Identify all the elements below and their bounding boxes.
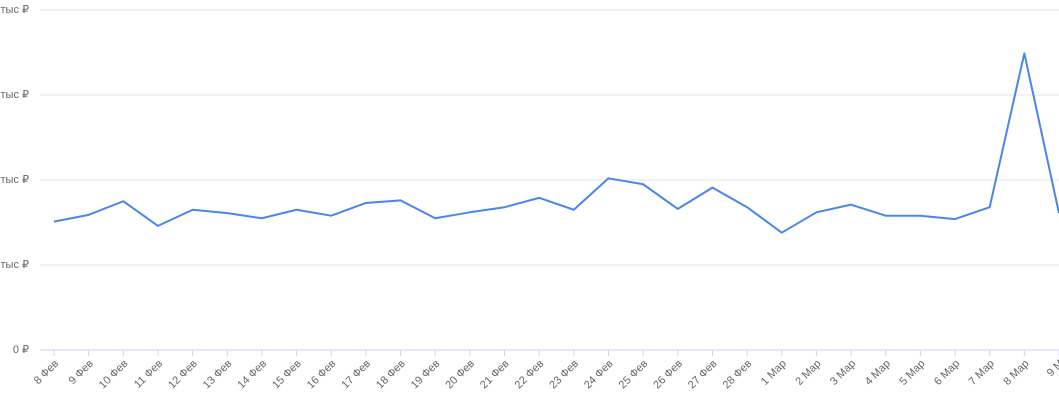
x-tick-label: 2 Мар bbox=[793, 358, 823, 388]
x-tick-label: 26 Фев bbox=[651, 358, 685, 392]
x-tick-label: 20 Фев bbox=[443, 358, 477, 392]
x-tick-label: 1 Мар bbox=[759, 358, 789, 388]
x-tick-label: 18 Фев bbox=[374, 358, 408, 392]
x-tick-label: 16 Фев bbox=[305, 358, 339, 392]
x-tick-label: 8 Мар bbox=[1001, 358, 1031, 388]
y-tick-label: 0 ₽ bbox=[13, 344, 29, 356]
line bbox=[53, 52, 1059, 234]
y-tick-label: тыс ₽ bbox=[1, 89, 30, 101]
y-tick-label: тыс ₽ bbox=[1, 4, 30, 16]
x-tick-label: 25 Фев bbox=[617, 358, 651, 392]
x-tick-label: 13 Фев bbox=[201, 358, 235, 392]
x-tick-label: 9 М bbox=[1045, 358, 1059, 379]
x-tick-label: 9 Фев bbox=[66, 358, 95, 387]
x-tick-label: 17 Фев bbox=[339, 358, 373, 392]
x-tick-label: 24 Фев bbox=[582, 358, 616, 392]
x-tick-label: 27 Фев bbox=[686, 358, 720, 392]
x-tick-label: 28 Фев bbox=[721, 358, 755, 392]
x-tick-label: 10 Фев bbox=[97, 358, 131, 392]
x-tick-label: 6 Мар bbox=[932, 358, 962, 388]
x-tick-label: 11 Фев bbox=[132, 358, 165, 391]
x-tick-label: 21 Фев bbox=[478, 358, 512, 392]
x-tick-label: 19 Фев bbox=[409, 358, 443, 392]
y-tick-label: тыс ₽ bbox=[1, 174, 30, 186]
x-tick-label: 4 Мар bbox=[863, 358, 893, 388]
x-tick-label: 15 Фев bbox=[270, 358, 304, 392]
x-tick-label: 23 Фев bbox=[547, 358, 581, 392]
x-tick-label: 8 Фев bbox=[32, 358, 61, 387]
x-tick-label: 14 Фев bbox=[235, 358, 269, 392]
x-tick-label: 22 Фев bbox=[513, 358, 547, 392]
x-tick-label: 12 Фев bbox=[166, 358, 200, 392]
x-tick-label: 5 Мар bbox=[897, 358, 927, 388]
x-tick-label: 7 Мар bbox=[967, 358, 997, 388]
y-tick-label: тыс ₽ bbox=[1, 259, 30, 271]
x-tick-label: 3 Мар bbox=[828, 358, 858, 388]
